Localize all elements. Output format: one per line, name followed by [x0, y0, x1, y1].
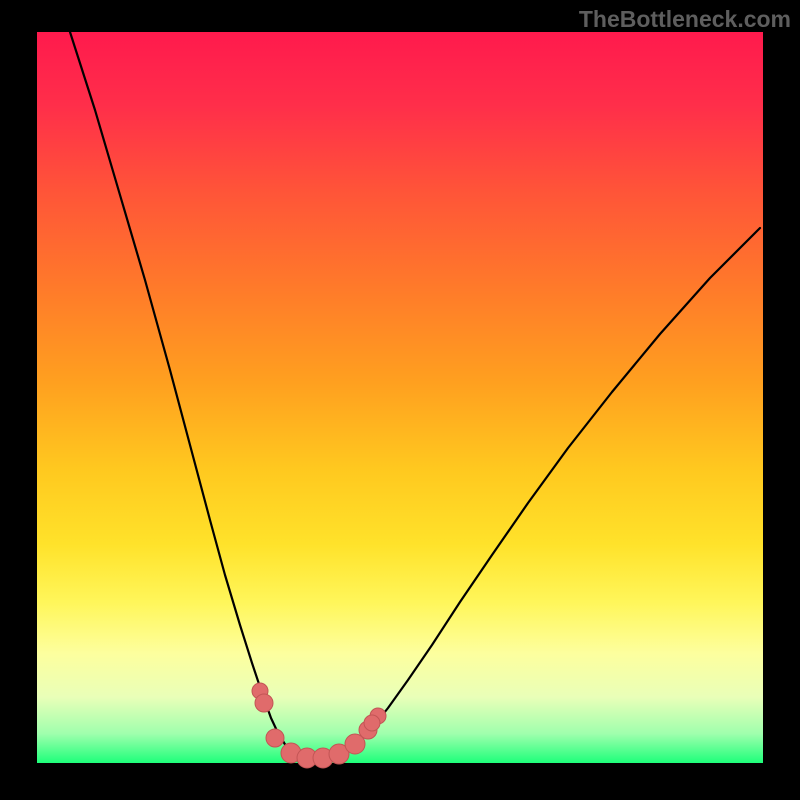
curve-marker [255, 694, 273, 712]
curve-marker [364, 715, 380, 731]
plot-area [37, 32, 763, 763]
canvas: TheBottleneck.com [0, 0, 800, 800]
watermark-text: TheBottleneck.com [579, 6, 791, 33]
curve-markers [252, 683, 386, 768]
chart-svg [37, 32, 763, 763]
curve-marker [266, 729, 284, 747]
bottleneck-curve [70, 32, 760, 761]
